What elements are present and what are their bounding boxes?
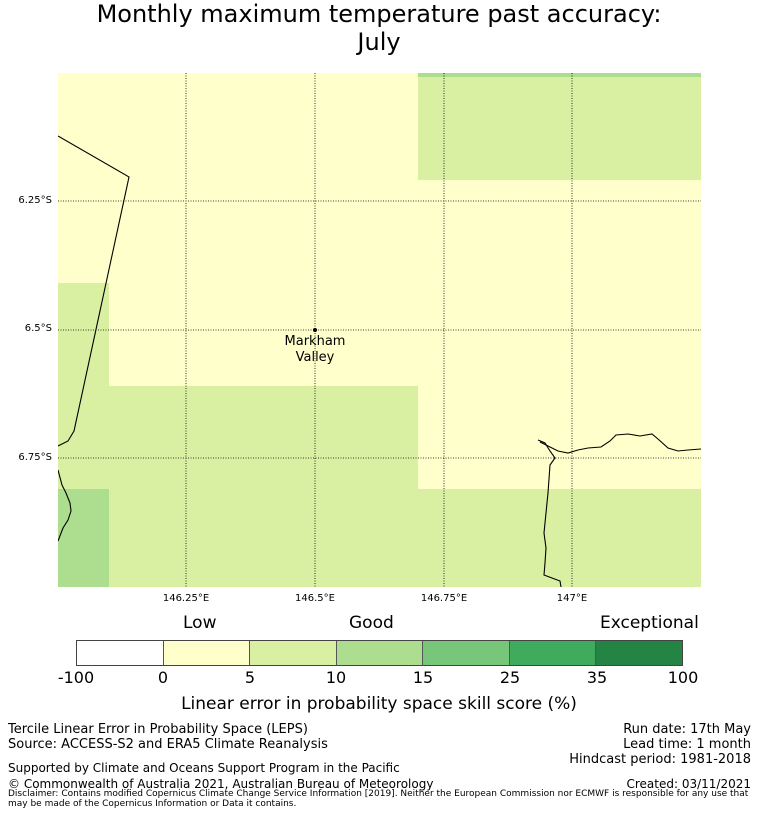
title-line-2: July bbox=[357, 28, 401, 56]
skill-cell-bottom-left bbox=[58, 386, 418, 489]
footer-right: Run date: 17th May Lead time: 1 month Hi… bbox=[569, 722, 751, 767]
colorbar-tick: 5 bbox=[244, 668, 256, 687]
lead-time: Lead time: 1 month bbox=[623, 737, 751, 752]
category-good: Good bbox=[349, 613, 394, 633]
coastlines bbox=[58, 135, 701, 587]
skill-cell-bottom bbox=[58, 489, 701, 587]
gridlines bbox=[58, 73, 701, 587]
footer-left: Tercile Linear Error in Probability Spac… bbox=[8, 722, 328, 752]
title-line-1: Monthly maximum temperature past accurac… bbox=[96, 0, 662, 28]
colorbar-segment bbox=[163, 641, 251, 665]
markham-valley-marker bbox=[313, 328, 317, 332]
colorbar-tick: 0 bbox=[157, 668, 169, 687]
colorbar-tick: -100 bbox=[57, 668, 95, 687]
lon-label-146-5: 146.5°E bbox=[295, 593, 335, 604]
supported-by: Supported by Climate and Oceans Support … bbox=[8, 761, 400, 775]
footer-source: Source: ACCESS-S2 and ERA5 Climate Reana… bbox=[8, 737, 328, 752]
map-title: Monthly maximum temperature past accurac… bbox=[0, 0, 758, 56]
colorbar-segment bbox=[509, 641, 597, 665]
place-label-line-2: Valley bbox=[295, 350, 335, 365]
colorbar-segment bbox=[336, 641, 424, 665]
colorbar-segment bbox=[423, 641, 510, 665]
skill-cell-left-mid bbox=[58, 283, 109, 386]
lat-label-6-75: 6.75°S bbox=[18, 452, 52, 463]
category-exceptional: Exceptional bbox=[600, 613, 699, 633]
colorbar-segment bbox=[77, 641, 164, 665]
map-svg bbox=[58, 73, 701, 587]
copyright: © Commonwealth of Australia 2021, Austra… bbox=[8, 777, 434, 791]
colorbar-tick: 10 bbox=[325, 668, 347, 687]
category-low: Low bbox=[183, 613, 217, 633]
colorbar-segment bbox=[250, 641, 337, 665]
skill-cell-top-right bbox=[418, 77, 701, 180]
run-date: Run date: 17th May bbox=[623, 722, 751, 737]
lat-label-6-25: 6.25°S bbox=[18, 195, 52, 206]
colorbar-tick: 15 bbox=[412, 668, 434, 687]
place-label-line-1: Markham bbox=[284, 334, 346, 349]
lon-label-146-75: 146.75°E bbox=[420, 593, 468, 604]
colorbar bbox=[76, 640, 683, 666]
lon-label-146-25: 146.25°E bbox=[162, 593, 210, 604]
map-panel bbox=[58, 73, 701, 587]
lon-label-147: 147°E bbox=[556, 593, 588, 604]
colorbar-tick: 35 bbox=[586, 668, 608, 687]
place-label: Markham Valley bbox=[255, 334, 375, 366]
lat-label-6-5: 6.5°S bbox=[24, 323, 52, 334]
skill-cell-bottom-left-dark bbox=[58, 489, 109, 587]
colorbar-tick: 100 bbox=[667, 668, 699, 687]
skill-cell-top-strip bbox=[418, 73, 701, 77]
colorbar-tick: 25 bbox=[499, 668, 521, 687]
colorbar-segment bbox=[596, 641, 683, 665]
created-date: Created: 03/11/2021 bbox=[626, 777, 751, 791]
disclaimer: Disclaimer: Contains modified Copernicus… bbox=[8, 789, 749, 809]
footer-method: Tercile Linear Error in Probability Spac… bbox=[8, 722, 308, 737]
colorbar-label: Linear error in probability space skill … bbox=[181, 694, 577, 714]
hindcast-period: Hindcast period: 1981-2018 bbox=[569, 752, 751, 767]
